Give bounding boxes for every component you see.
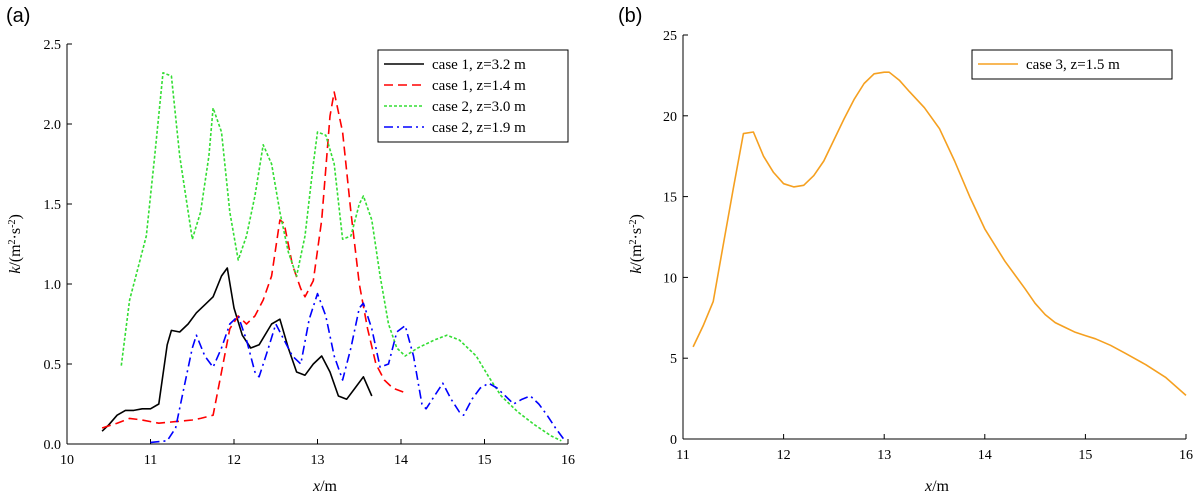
- series-line-2: [101, 91, 406, 429]
- series-line-1: [692, 71, 1187, 396]
- legend-label: case 2, z=3.0 m: [432, 99, 526, 115]
- panel-a: (a) 10 11 12 13 14 15 16 0.0 0.5 1.0 1.5 2.0 2.5 case…: [6, 5, 575, 495]
- x-tick-label: 12: [777, 448, 791, 463]
- x-tick-label: 16: [1179, 448, 1193, 463]
- legend: case 1, z=3.2 m case 1, z=1.4 m case 2, z=…: [377, 49, 569, 143]
- panel-a-y-axis-label: k/(m2·s-2): [7, 214, 25, 274]
- x-tick-label: 10: [60, 453, 74, 468]
- y-tick-label: 5: [670, 352, 677, 367]
- x-tick-label: 13: [877, 448, 891, 463]
- y-tick-label: 20: [663, 110, 677, 125]
- x-tick-label: 12: [227, 453, 241, 468]
- y-tick-label: 0: [670, 433, 677, 448]
- x-tick-label: 11: [144, 453, 157, 468]
- y-tick-label: 1.0: [44, 278, 62, 293]
- panel-b-x-axis-label: x/m: [924, 478, 950, 495]
- panel-b: (b) 11 12 13 14 15 16 0 5 10 15 20 25 case 3, z=1.5 …: [618, 5, 1193, 495]
- legend-label: case 2, z=1.9 m: [432, 120, 526, 136]
- series-line-3: [120, 72, 562, 442]
- y-tick-label: 15: [663, 191, 677, 206]
- x-tick-label: 16: [561, 453, 575, 468]
- panel-a-plot-area: 10 11 12 13 14 15 16 0.0 0.5 1.0 1.5 2.0 2.5 case 1, …: [44, 38, 576, 468]
- y-tick-label: 2.5: [44, 38, 62, 53]
- series-line-1: [101, 267, 373, 432]
- panel-label-b: (b): [618, 5, 642, 27]
- y-tick-label: 0.0: [44, 438, 62, 453]
- x-tick-label: 14: [394, 453, 408, 468]
- y-tick-label: 0.5: [44, 358, 62, 373]
- panel-a-x-axis-label: x/m: [312, 478, 338, 495]
- x-tick-label: 11: [676, 448, 689, 463]
- x-tick-label: 13: [311, 453, 325, 468]
- y-tick-label: 2.0: [44, 118, 62, 133]
- y-tick-label: 25: [663, 29, 677, 44]
- legend-label: case 1, z=1.4 m: [432, 78, 526, 94]
- panel-b-plot-area: 11 12 13 14 15 16 0 5 10 15 20 25 case 3, z=1.5 m: [663, 29, 1193, 463]
- series-line-4: [150, 292, 565, 444]
- legend: case 3, z=1.5 m: [971, 49, 1173, 80]
- legend-label: case 3, z=1.5 m: [1026, 57, 1120, 73]
- panel-b-y-axis-label: k/(m2·s-2): [628, 214, 646, 274]
- x-tick-label: 15: [1078, 448, 1092, 463]
- x-tick-label: 15: [478, 453, 492, 468]
- y-tick-label: 1.5: [44, 198, 62, 213]
- legend-label: case 1, z=3.2 m: [432, 57, 526, 73]
- x-tick-label: 14: [978, 448, 992, 463]
- panel-label-a: (a): [6, 5, 30, 27]
- y-tick-label: 10: [663, 271, 677, 286]
